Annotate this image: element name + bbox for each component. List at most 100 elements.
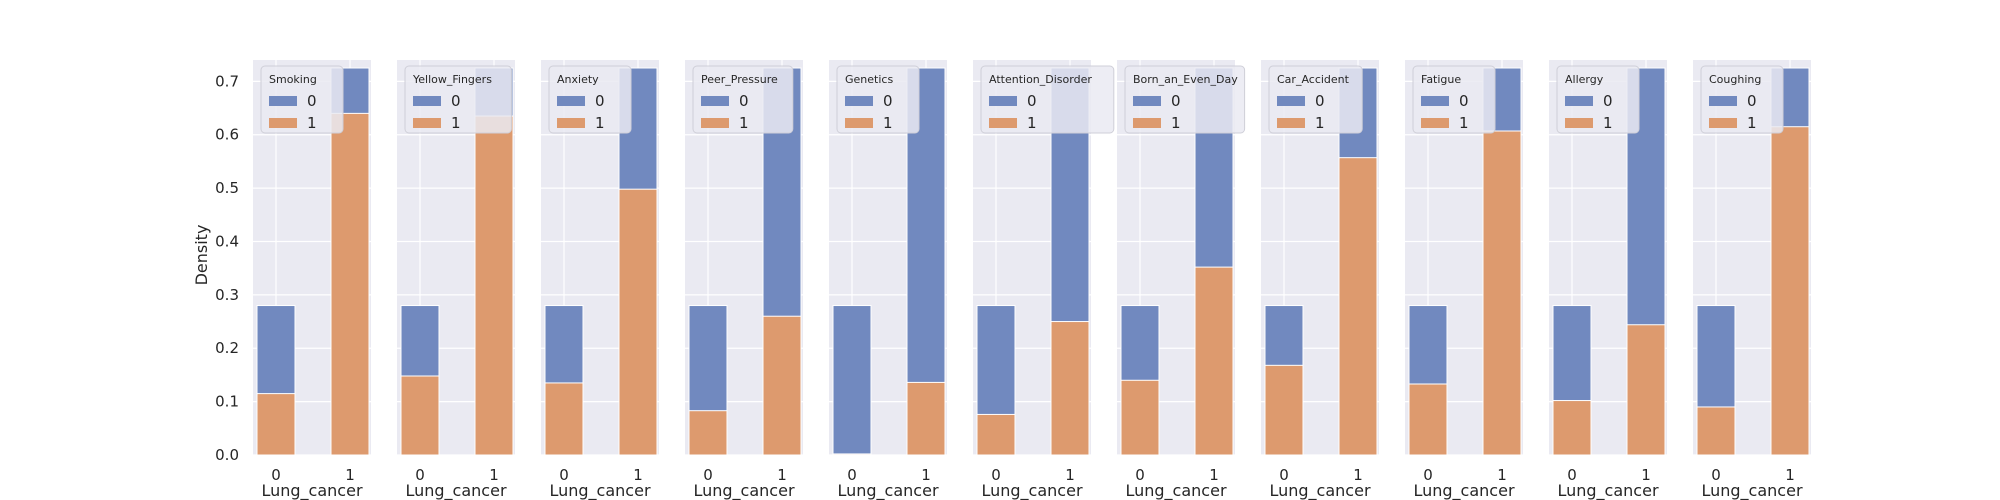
x-axis-label: Lung_cancer — [1413, 481, 1514, 500]
x-tick-label: 1 — [1065, 466, 1075, 484]
y-axis-label: Density — [192, 225, 211, 286]
bar-series-1 — [688, 410, 728, 456]
legend-label: 0 — [1459, 92, 1469, 110]
x-tick-label: 0 — [1711, 466, 1721, 484]
legend-swatch — [269, 96, 297, 106]
bar-series-1 — [1194, 266, 1234, 456]
y-tick-label: 0.3 — [215, 286, 239, 304]
legend-box — [1556, 65, 1640, 134]
bar-series-1 — [1120, 379, 1160, 456]
legend-swatch — [557, 118, 585, 128]
legend-label: 1 — [595, 114, 605, 132]
x-tick-label: 0 — [991, 466, 1001, 484]
bar-series-1 — [976, 413, 1016, 456]
legend-swatch — [989, 118, 1017, 128]
x-axis-label: Lung_cancer — [1701, 481, 1802, 500]
legend-box — [1412, 65, 1496, 134]
legend-label: 0 — [883, 92, 893, 110]
legend-label: 0 — [307, 92, 317, 110]
legend-title: Allergy — [1565, 73, 1604, 86]
legend-title: Born_an_Even_Day — [1133, 73, 1238, 86]
legend-title: Smoking — [269, 73, 317, 86]
legend-label: 0 — [739, 92, 749, 110]
legend-label: 0 — [595, 92, 605, 110]
bar-series-1 — [1626, 324, 1666, 456]
x-axis-label: Lung_cancer — [693, 481, 794, 500]
y-tick-label: 0.1 — [215, 393, 239, 411]
x-axis-label: Lung_cancer — [1269, 481, 1370, 500]
legend-label: 1 — [1315, 114, 1325, 132]
bar-series-1 — [906, 381, 946, 456]
x-axis-label: Lung_cancer — [837, 481, 938, 500]
legend-title: Anxiety — [557, 73, 599, 86]
bar-series-1 — [618, 188, 658, 456]
bar-series-0 — [832, 305, 872, 456]
legend-label: 1 — [1027, 114, 1037, 132]
x-tick-label: 1 — [921, 466, 931, 484]
legend-title: Peer_Pressure — [701, 73, 778, 86]
legend-label: 1 — [1603, 114, 1613, 132]
x-tick-label: 0 — [1135, 466, 1145, 484]
x-tick-label: 0 — [271, 466, 281, 484]
legend-box — [692, 65, 794, 134]
legend-swatch — [1133, 118, 1161, 128]
legend-swatch — [413, 118, 441, 128]
legend-label: 0 — [1315, 92, 1325, 110]
bar-series-1 — [474, 115, 514, 456]
bar-series-1 — [1408, 383, 1448, 456]
y-tick-label: 0.6 — [215, 126, 239, 144]
legend-label: 1 — [739, 114, 749, 132]
legend-title: Genetics — [845, 73, 893, 86]
legend-label: 0 — [451, 92, 461, 110]
legend-swatch — [701, 96, 729, 106]
bar-series-1 — [1482, 130, 1522, 456]
bar-series-1 — [832, 453, 872, 456]
legend-swatch — [1133, 96, 1161, 106]
bar-series-1 — [1050, 321, 1090, 456]
legend-box — [1268, 65, 1363, 134]
x-axis-label: Lung_cancer — [1557, 481, 1658, 500]
legend-label: 1 — [883, 114, 893, 132]
legend-box — [548, 65, 632, 134]
legend-box — [836, 65, 920, 134]
legend-title: Fatigue — [1421, 73, 1461, 86]
x-tick-label: 1 — [1497, 466, 1507, 484]
legend-box — [1700, 65, 1784, 134]
legend-swatch — [1277, 118, 1305, 128]
legend-swatch — [1709, 118, 1737, 128]
legend-title: Yellow_Fingers — [412, 73, 492, 86]
x-tick-label: 0 — [847, 466, 857, 484]
x-tick-label: 1 — [777, 466, 787, 484]
bar-series-1 — [256, 393, 296, 456]
legend-label: 1 — [1459, 114, 1469, 132]
legend-box — [1124, 65, 1246, 134]
legend-swatch — [989, 96, 1017, 106]
x-tick-label: 0 — [1423, 466, 1433, 484]
x-tick-label: 0 — [703, 466, 713, 484]
legend-label: 1 — [451, 114, 461, 132]
legend-swatch — [269, 118, 297, 128]
legend-swatch — [413, 96, 441, 106]
legend-swatch — [1565, 96, 1593, 106]
x-tick-label: 1 — [345, 466, 355, 484]
y-tick-label: 0.4 — [215, 232, 239, 250]
x-axis-label: Lung_cancer — [981, 481, 1082, 500]
x-tick-label: 0 — [1279, 466, 1289, 484]
legend-swatch — [1421, 96, 1449, 106]
x-axis-label: Lung_cancer — [1125, 481, 1226, 500]
bar-series-1 — [400, 375, 440, 456]
bar-series-1 — [330, 112, 370, 456]
x-axis-label: Lung_cancer — [261, 481, 362, 500]
x-axis-label: Lung_cancer — [405, 481, 506, 500]
